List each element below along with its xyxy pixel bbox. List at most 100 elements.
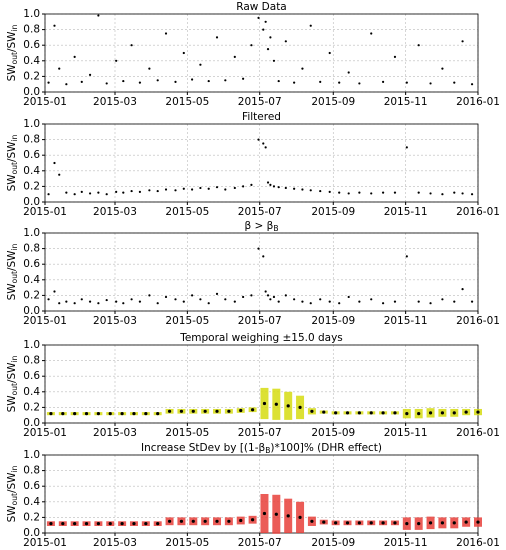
y-tick-label: 1.0	[23, 449, 40, 461]
point	[257, 247, 260, 250]
point	[73, 302, 76, 305]
panel-title: Temporal weighing ±15.0 days	[179, 332, 343, 344]
point	[207, 302, 210, 305]
point	[130, 189, 133, 193]
y-tick-label: 0.4	[23, 165, 40, 177]
point	[266, 48, 270, 51]
point	[191, 294, 194, 297]
point	[262, 142, 265, 145]
x-tick-label: 2015-07	[238, 537, 282, 549]
point	[73, 193, 76, 196]
point	[470, 300, 474, 303]
y-tick-label: 0.0	[23, 305, 40, 317]
y-axis-label: SWout/SWin	[6, 134, 19, 191]
point	[73, 412, 77, 416]
point	[381, 80, 385, 83]
point	[417, 300, 420, 303]
point	[122, 302, 125, 305]
panel: Temporal weighing ±15.0 days SWout/SWin 0.…	[6, 332, 500, 439]
point	[115, 190, 118, 193]
point	[182, 51, 185, 55]
point	[215, 36, 219, 39]
point	[88, 192, 92, 195]
point	[286, 514, 290, 518]
x-tick-label: 2016-01	[456, 537, 500, 549]
point	[164, 32, 168, 35]
x-tick-label: 2015-09	[311, 427, 355, 439]
subscript: out	[10, 162, 19, 174]
point	[381, 521, 385, 525]
point	[47, 193, 50, 196]
point	[370, 298, 373, 301]
x-tick-label: 2016-01	[456, 427, 500, 439]
x-tick-label: 2015-01	[23, 537, 67, 549]
text-part: SW	[6, 174, 18, 192]
point	[174, 298, 177, 301]
y-axis-label: SWout/SWin	[6, 355, 19, 412]
point	[322, 520, 326, 524]
text-part: SW	[6, 64, 18, 82]
point	[167, 409, 172, 413]
panel-title: β > βB	[244, 220, 278, 233]
point	[464, 520, 468, 524]
y-axis-label: SWout/SWin	[6, 243, 19, 300]
point	[286, 404, 290, 408]
point	[319, 189, 322, 193]
point	[182, 187, 185, 190]
x-tick-label: 2015-09	[311, 537, 355, 549]
point	[167, 519, 172, 523]
point	[357, 411, 361, 415]
text-part: Raw Data	[236, 1, 287, 13]
point	[73, 55, 76, 59]
point	[47, 81, 50, 84]
subscript: B	[273, 224, 278, 233]
subscript: in	[10, 243, 19, 250]
point	[122, 79, 125, 83]
point	[105, 193, 108, 196]
point	[250, 44, 253, 47]
point	[264, 146, 267, 149]
x-tick-label: 2015-05	[165, 206, 209, 218]
point	[272, 295, 276, 299]
point	[257, 16, 260, 19]
point	[370, 32, 373, 35]
point	[476, 520, 480, 524]
panel-title: Filtered	[242, 111, 281, 123]
panel: Raw Data SWout/SWin 0.0 0.2 0.4 0.6 0.8 1.0 2015…	[6, 1, 500, 108]
point	[203, 519, 207, 523]
point	[345, 521, 350, 525]
text-part: /SW	[6, 362, 18, 383]
y-axis-label: SWout/SWin	[6, 465, 19, 522]
point	[144, 412, 148, 416]
point	[464, 410, 468, 414]
y-tick-label: 0.4	[23, 496, 40, 508]
point	[207, 187, 210, 190]
point	[358, 191, 361, 194]
point	[262, 28, 265, 31]
y-tick-label: 1.0	[23, 339, 40, 351]
point	[120, 412, 124, 416]
point	[393, 55, 397, 59]
point	[269, 298, 272, 301]
text-part: /SW	[6, 472, 18, 493]
point	[309, 24, 312, 27]
y-tick-label: 0.6	[23, 480, 40, 492]
point	[453, 191, 456, 194]
text-part: SW	[6, 395, 18, 413]
point	[441, 193, 444, 196]
point	[156, 189, 159, 193]
point	[179, 519, 184, 523]
y-tick-label: 0.6	[23, 149, 40, 161]
point	[115, 300, 118, 303]
point	[405, 81, 408, 84]
point	[130, 44, 133, 47]
point	[65, 300, 68, 303]
point	[293, 81, 296, 84]
point	[266, 181, 270, 184]
point	[417, 191, 420, 194]
subscript: out	[10, 383, 19, 395]
point	[105, 298, 108, 302]
point	[65, 83, 68, 86]
point	[429, 82, 432, 85]
